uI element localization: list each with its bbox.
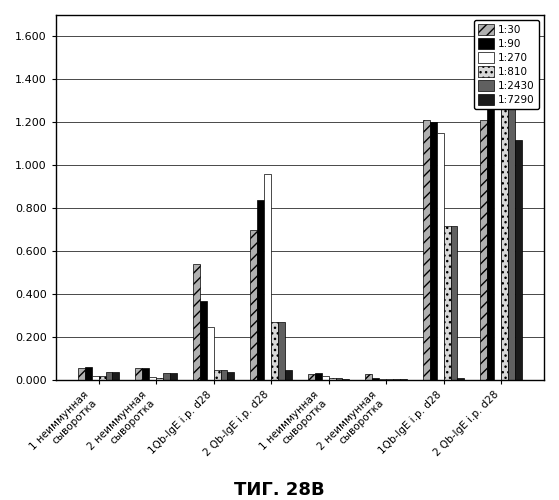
Bar: [444, 226, 451, 380]
Bar: [508, 94, 515, 381]
Bar: [112, 372, 120, 380]
Bar: [214, 370, 221, 380]
Bar: [257, 200, 264, 380]
Bar: [143, 368, 149, 380]
Bar: [193, 264, 200, 380]
Bar: [393, 379, 400, 380]
Bar: [480, 120, 487, 380]
Bar: [278, 322, 285, 380]
Bar: [501, 90, 508, 380]
Bar: [366, 374, 372, 380]
Bar: [250, 230, 257, 380]
Bar: [149, 377, 156, 380]
Bar: [430, 122, 437, 380]
Bar: [322, 376, 329, 380]
Bar: [494, 92, 501, 381]
Bar: [264, 174, 271, 380]
Bar: [221, 370, 228, 380]
Bar: [170, 373, 177, 380]
Bar: [156, 378, 163, 380]
Bar: [329, 378, 335, 380]
Bar: [78, 368, 85, 380]
Bar: [135, 368, 143, 380]
Bar: [423, 120, 430, 380]
Bar: [271, 322, 278, 380]
Bar: [315, 373, 322, 380]
Bar: [437, 133, 444, 380]
Bar: [163, 373, 170, 380]
Bar: [515, 140, 522, 380]
Bar: [85, 368, 92, 380]
Bar: [372, 378, 379, 380]
Bar: [228, 372, 234, 380]
Bar: [308, 374, 315, 380]
Bar: [335, 378, 343, 380]
Bar: [451, 226, 457, 380]
Bar: [457, 378, 465, 380]
Legend: 1:30, 1:90, 1:270, 1:810, 1:2430, 1:7290: 1:30, 1:90, 1:270, 1:810, 1:2430, 1:7290: [474, 20, 539, 110]
Bar: [200, 301, 207, 380]
Bar: [99, 376, 106, 380]
Bar: [487, 75, 494, 380]
Bar: [379, 378, 386, 380]
Bar: [92, 376, 99, 380]
Bar: [343, 378, 349, 380]
Bar: [106, 372, 112, 380]
Text: ΤИГ. 28B: ΤИГ. 28B: [234, 481, 325, 499]
Bar: [207, 326, 214, 380]
Bar: [386, 379, 393, 380]
Bar: [285, 370, 292, 380]
